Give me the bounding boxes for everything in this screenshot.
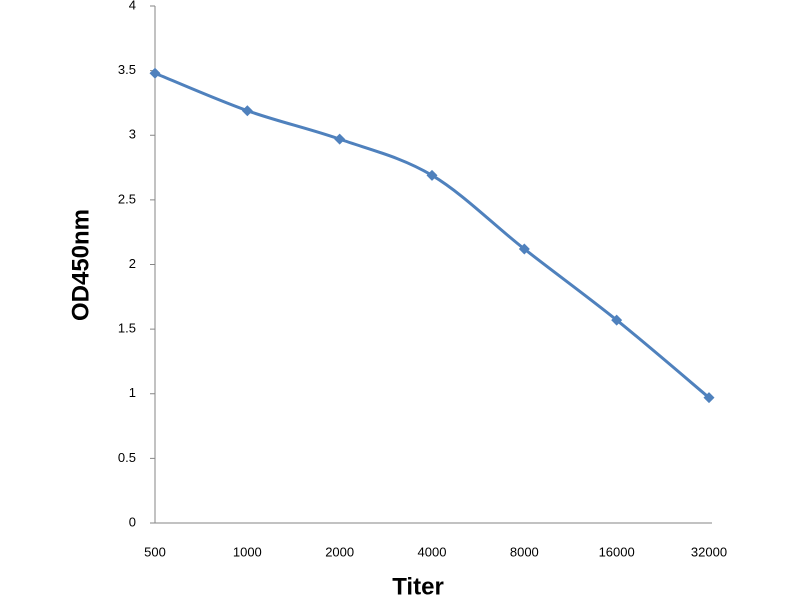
data-point bbox=[149, 67, 161, 79]
data-point bbox=[334, 133, 346, 145]
data-point bbox=[518, 243, 530, 255]
x-axis-title: Titer bbox=[392, 573, 444, 600]
y-tick-label: 3.5 bbox=[118, 62, 136, 77]
y-tick-label: 2 bbox=[129, 256, 136, 271]
x-tick-label: 1000 bbox=[233, 544, 262, 559]
data-line bbox=[154, 71, 710, 399]
data-point bbox=[241, 105, 253, 117]
x-tick-label: 4000 bbox=[418, 544, 447, 559]
y-tick-label: 0.5 bbox=[118, 450, 136, 465]
x-tick-label: 32000 bbox=[691, 544, 727, 559]
data-point bbox=[703, 392, 715, 404]
y-tick-label: 4 bbox=[129, 0, 136, 12]
y-tick-label: 2.5 bbox=[118, 191, 136, 206]
y-tick-label: 1.5 bbox=[118, 321, 136, 336]
x-tick-label: 16000 bbox=[599, 544, 635, 559]
y-tick-label: 3 bbox=[129, 127, 136, 142]
x-tick-label: 500 bbox=[144, 544, 166, 559]
x-tick-label: 2000 bbox=[325, 544, 354, 559]
x-tick-label: 8000 bbox=[510, 544, 539, 559]
data-point bbox=[611, 314, 623, 326]
y-axis-title: OD450nm bbox=[67, 209, 94, 321]
y-tick-label: 0 bbox=[129, 514, 136, 529]
y-tick-label: 1 bbox=[129, 385, 136, 400]
data-point bbox=[426, 169, 438, 181]
